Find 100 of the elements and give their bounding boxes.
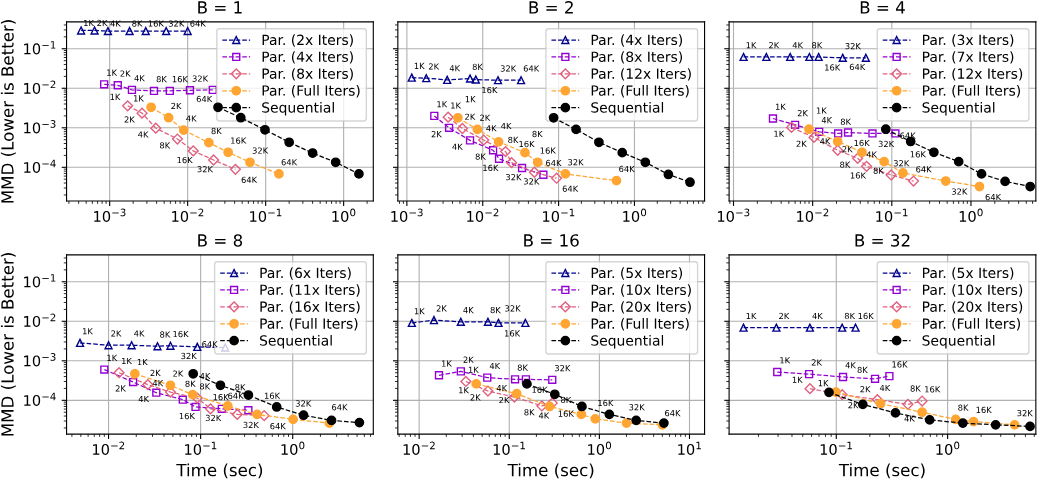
annotation: 1K: [774, 130, 785, 137]
annotation: 8K: [472, 63, 484, 71]
chart-title: B = 4: [860, 1, 905, 14]
annotation: 1K: [437, 101, 448, 108]
annotation: 32K: [951, 188, 968, 195]
annotation: 2K: [499, 396, 510, 404]
legend-label: Sequential: [260, 334, 332, 349]
annotation: 32K: [192, 75, 209, 82]
x-tick-label: 10$^{0}$: [332, 208, 356, 222]
annotation: 4K: [486, 125, 497, 132]
annotation: 1K: [451, 102, 462, 109]
annotation: 64K: [849, 63, 866, 71]
annotation: 16K: [540, 147, 556, 154]
legend-label: Par. (16x Iters): [260, 301, 360, 314]
annotation: 8K: [873, 167, 884, 174]
annotation: 8K: [508, 136, 519, 144]
x-tick-label: 10$^{−3}$: [94, 208, 126, 222]
annotation: 64K: [202, 341, 218, 348]
legend-label: Par. (8x Iters): [591, 51, 683, 64]
annotation: 2K: [480, 114, 491, 121]
annotation: 1K: [122, 357, 133, 365]
annotation: 64K: [619, 165, 635, 173]
annotation: 32K: [568, 159, 584, 166]
y-tick-label: 10$^{−4}$: [24, 392, 56, 406]
annotation: 4K: [152, 380, 164, 387]
chart-title: B = 1: [198, 1, 242, 14]
annotation: 1K: [107, 354, 118, 361]
annotation: 16K: [558, 410, 575, 417]
annotation: 1K: [816, 107, 827, 114]
legend-label: Par. (3x Iters): [922, 34, 1014, 47]
annotation: 8K: [517, 364, 529, 371]
y-tick-label: 10$^{−3}$: [24, 353, 56, 367]
annotation: 4K: [200, 372, 211, 380]
x-tick-label: 10$^{−1}$: [493, 441, 525, 455]
annotation: 2K: [171, 102, 182, 110]
legend-label: Par. (12x Iters): [591, 68, 691, 81]
annotation: 1K: [441, 360, 453, 367]
annotation: 1K: [414, 62, 425, 69]
y-tick-label: 10$^{−2}$: [24, 313, 56, 327]
annotation: 16K: [504, 330, 521, 337]
x-tick-label: 10$^{0}$: [623, 208, 647, 222]
x-tick-label: 10$^{−1}$: [820, 441, 852, 455]
annotation: 1K: [792, 376, 803, 383]
annotation: 64K: [916, 166, 932, 173]
annotation: 4K: [879, 384, 891, 391]
annotation: 32K: [554, 364, 571, 372]
annotation: 2K: [436, 305, 447, 312]
annotation: 64K: [228, 392, 244, 399]
legend-label: Sequential: [591, 334, 664, 349]
x-tick-label: 10$^{−1}$: [876, 208, 908, 222]
legend-label: Par. (7x Iters): [922, 51, 1014, 64]
annotation: 2K: [769, 42, 780, 49]
annotation: 32K: [252, 147, 269, 154]
annotation: 16K: [598, 399, 614, 407]
annotation: 4K: [449, 65, 461, 72]
annotation: 32K: [506, 173, 522, 181]
annotation: 2K: [811, 359, 823, 366]
annotation: 16K: [910, 151, 927, 158]
annotation: 16K: [858, 312, 874, 320]
annotation: 8K: [524, 409, 535, 416]
annotation: 4K: [134, 75, 145, 82]
legend-label: Par. (4x Iters): [591, 34, 683, 47]
annotation: 16K: [264, 392, 281, 399]
annotation: 4K: [501, 122, 512, 130]
legend-label: Par. (8x Iters): [262, 68, 353, 81]
annotation: 2K: [797, 109, 809, 117]
legend-label: Par. (6x Iters): [260, 267, 351, 280]
annotation: 2K: [111, 330, 122, 337]
annotation: 64K: [665, 409, 681, 417]
annotation: 2K: [842, 146, 853, 153]
annotation: 8K: [185, 380, 196, 387]
annotation: 32K: [295, 400, 312, 407]
legend-label: Par. (Full Iters): [260, 318, 358, 331]
y-tick-label: 10$^{−4}$: [24, 159, 56, 173]
legend-label: Par. (Full Iters): [591, 318, 689, 331]
y-axis-title: MMD (Lower is Better): [0, 253, 16, 436]
annotation: 2K: [431, 130, 442, 138]
annotation: 64K: [270, 422, 286, 430]
annotation: 2K: [124, 116, 135, 123]
annotation: 32K: [168, 20, 185, 27]
annotation: 32K: [845, 42, 862, 50]
annotation: 1K: [746, 42, 757, 49]
annotation: 4K: [845, 362, 857, 369]
annotation: 8K: [159, 142, 171, 149]
legend-label: Sequential: [922, 334, 995, 349]
y-tick-label: 10$^{−3}$: [24, 120, 56, 134]
annotation: 4K: [792, 42, 804, 49]
annotation: 2K: [465, 113, 476, 120]
annotation: 16K: [231, 137, 247, 144]
x-tick-label: 10$^{−2}$: [172, 208, 204, 222]
annotation: 8K: [199, 383, 211, 390]
annotation: 8K: [812, 42, 823, 49]
legend-label: Par. (5x Iters): [591, 267, 683, 280]
legend-label: Par. (11x Iters): [260, 284, 360, 297]
legend-label: Par. (Full Iters): [922, 85, 1020, 98]
x-tick-label: 10$^{−2}$: [93, 441, 125, 455]
annotation: 8K: [160, 331, 171, 338]
annotation: 1K: [110, 93, 121, 100]
annotation: 32K: [181, 352, 197, 360]
legend-label: Par. (2x Iters): [262, 34, 353, 47]
